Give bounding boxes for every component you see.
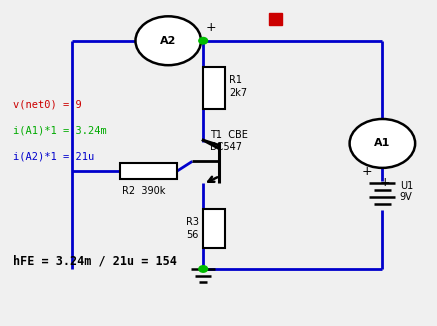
Text: 9V: 9V: [400, 192, 413, 202]
Text: i(A1)*1 = 3.24m: i(A1)*1 = 3.24m: [13, 126, 107, 135]
Text: +: +: [205, 21, 216, 34]
Bar: [203, 67, 225, 109]
Circle shape: [350, 119, 415, 168]
Text: 2k7: 2k7: [229, 88, 247, 98]
Bar: [120, 163, 177, 179]
Text: R1: R1: [229, 75, 243, 85]
Circle shape: [199, 37, 208, 44]
Text: +: +: [362, 165, 372, 178]
Bar: [203, 209, 225, 248]
Text: R3: R3: [186, 217, 199, 227]
Text: v(net0) = 9: v(net0) = 9: [13, 99, 82, 109]
Text: hFE = 3.24m / 21u = 154: hFE = 3.24m / 21u = 154: [13, 254, 177, 267]
Bar: [269, 13, 282, 25]
Text: i(A2)*1 = 21u: i(A2)*1 = 21u: [13, 152, 94, 161]
Text: U1: U1: [400, 181, 413, 191]
Text: A2: A2: [160, 36, 177, 46]
Text: +: +: [379, 176, 390, 189]
Text: 56: 56: [187, 230, 199, 240]
Text: BC547: BC547: [210, 142, 242, 152]
Text: A1: A1: [374, 139, 391, 148]
Text: R2  390k: R2 390k: [122, 186, 166, 196]
Text: T1  CBE: T1 CBE: [210, 130, 248, 140]
Circle shape: [199, 266, 208, 272]
Circle shape: [135, 16, 201, 65]
